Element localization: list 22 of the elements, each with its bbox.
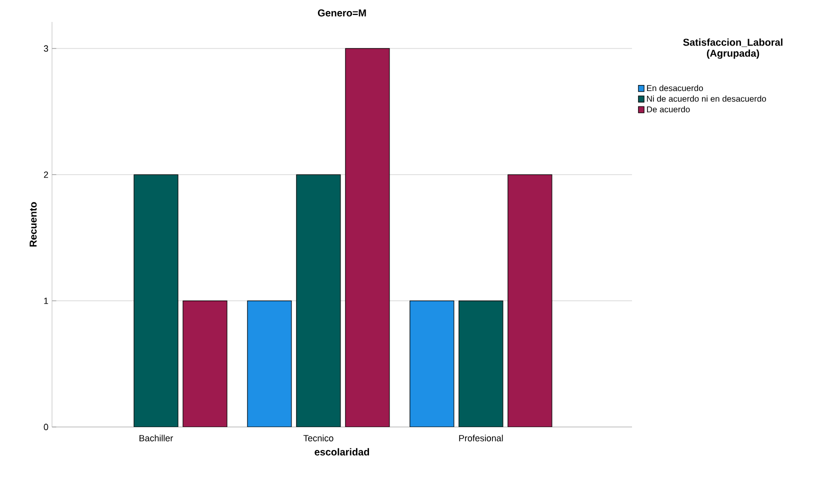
chart-title: Genero=M [318,9,366,16]
legend-label: En desacuerdo [647,84,703,92]
x-tick-label: Profesional [459,434,503,442]
bar [134,174,178,427]
bar [410,300,454,427]
y-axis-title: Recuento [30,202,37,247]
x-tick-label: Bachiller [140,434,174,442]
y-tick-label: 1 [44,298,48,304]
legend-title: Satisfaccion_Laboral (Agrupada) [683,38,782,59]
bar [247,300,292,427]
y-tick-label: 0 [44,424,48,430]
y-tick-label: 3 [44,45,48,52]
bar [345,48,390,427]
bar [182,300,228,427]
bar [508,174,552,427]
x-tick-label: Tecnico [303,434,334,442]
x-axis-title: escolaridad [314,448,370,456]
legend-label: Ni de acuerdo ni en desacuerdo [647,96,766,102]
legend-label: De acuerdo [647,106,690,112]
y-tick-label: 2 [44,172,48,178]
bar [458,300,504,427]
bar [296,174,341,427]
